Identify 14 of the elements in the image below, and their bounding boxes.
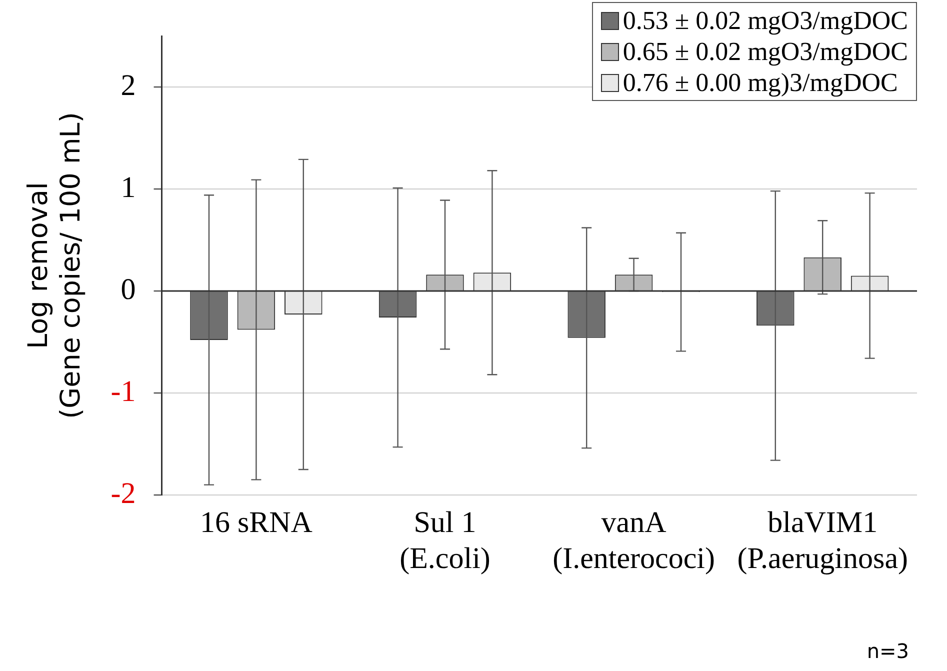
x-tick-label: vanA (I.enterococi) (552, 506, 715, 575)
legend-label: 0.53 ± 0.02 mgO3/mgDOC (622, 5, 908, 36)
y-tick-label: -2 (110, 476, 136, 510)
legend-label: 0.76 ± 0.00 mg)3/mgDOC (622, 67, 898, 98)
y-tick-label: -1 (110, 374, 136, 408)
y-tick-label: 0 (120, 272, 136, 306)
x-tick-label: Sul 1 (E.coli) (400, 506, 490, 575)
legend-label: 0.65 ± 0.02 mgO3/mgDOC (622, 36, 908, 67)
text: n=3 (866, 639, 909, 663)
y-tick-label: 1 (120, 170, 136, 204)
x-tick-label: 16 sRNA (200, 506, 313, 539)
y-axis-title: Log removal (Gene copies/ 100 mL) (23, 112, 87, 419)
y-tick-label: 2 (120, 68, 136, 102)
x-tick-label: blaVIM1 (P.aeruginosa) (737, 506, 908, 575)
